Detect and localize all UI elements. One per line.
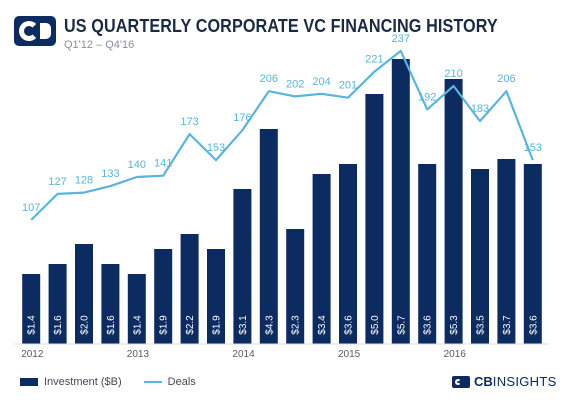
bar-value-label: $2.3 — [291, 315, 302, 335]
deals-value-label: 237 — [392, 33, 410, 45]
investment-bar — [207, 249, 225, 344]
brand-cb-text: CB — [474, 374, 493, 389]
cb-insights-brand: CB INSIGHTS — [452, 374, 557, 389]
investment-bar — [339, 164, 357, 344]
legend: Investment ($B) Deals — [20, 376, 196, 388]
deals-value-label: 107 — [22, 202, 40, 214]
investment-bar — [391, 59, 410, 344]
bar-value-label: $3.4 — [317, 315, 328, 335]
deals-value-label: 153 — [207, 142, 225, 154]
deals-value-label: 140 — [128, 159, 146, 171]
bar-value-label: $4.3 — [264, 315, 275, 335]
investment-bar — [259, 129, 278, 344]
investment-bar — [48, 264, 67, 344]
legend-investment-label: Investment ($B) — [44, 376, 122, 388]
bar-value-label: $3.5 — [476, 315, 487, 335]
bar-value-label: $3.6 — [528, 315, 539, 335]
investment-bar — [233, 189, 252, 344]
deals-value-label: 204 — [312, 76, 330, 88]
investment-bar — [471, 169, 489, 344]
bar-value-label: $1.4 — [27, 315, 38, 335]
year-label: 2012 — [21, 349, 44, 360]
deals-value-label: 153 — [524, 142, 542, 154]
deals-value-label: 141 — [154, 158, 172, 170]
investment-bar — [312, 174, 331, 344]
investment-bar — [180, 234, 199, 344]
deals-value-label: 201 — [339, 80, 357, 92]
deals-value-label: 128 — [75, 175, 93, 187]
investment-bar — [365, 94, 384, 344]
bar-value-label: $2.0 — [80, 315, 91, 335]
cb-insights-mark-icon — [452, 375, 470, 388]
investment-bar — [101, 264, 120, 344]
investment-bar — [154, 249, 173, 344]
bar-value-label: $5.7 — [396, 315, 407, 335]
year-label: 2016 — [444, 349, 467, 360]
legend-deals-label: Deals — [167, 376, 196, 388]
investment-bar — [444, 79, 463, 344]
bar-value-label: $1.9 — [159, 315, 170, 335]
bar-value-label: $3.1 — [238, 315, 249, 335]
bar-value-label: $1.4 — [132, 315, 143, 335]
investment-bar — [497, 159, 516, 344]
brand-insights-text: INSIGHTS — [492, 374, 557, 389]
investment-bar — [22, 274, 41, 344]
investment-bar — [75, 244, 93, 344]
legend-bar-swatch — [20, 378, 38, 386]
chart-title: US QUARTERLY CORPORATE VC FINANCING HIST… — [64, 16, 498, 36]
deals-value-label: 127 — [48, 176, 66, 188]
year-label: 2013 — [127, 349, 150, 360]
deals-value-label: 210 — [444, 68, 462, 80]
bar-value-label: $1.9 — [212, 315, 223, 335]
deals-value-label: 133 — [101, 168, 119, 180]
legend-line-swatch — [143, 381, 162, 383]
investment-bar — [523, 164, 542, 344]
bar-value-label: $3.6 — [423, 315, 434, 335]
chart-subtitle: Q1'12 – Q4'16 — [64, 39, 135, 51]
bar-value-label: $2.2 — [185, 315, 196, 335]
deals-value-label: 202 — [286, 78, 304, 90]
deals-value-label: 206 — [497, 73, 515, 85]
bar-value-label: $1.6 — [106, 315, 117, 335]
deals-value-label: 221 — [365, 54, 383, 66]
deals-value-label: 206 — [260, 73, 278, 85]
investment-bar — [127, 274, 146, 344]
deals-value-label: 192 — [418, 91, 436, 103]
bar-value-label: $3.6 — [344, 315, 355, 335]
bar-value-label: $5.3 — [449, 315, 460, 335]
year-label: 2015 — [338, 349, 361, 360]
deals-line — [30, 49, 534, 221]
bar-value-label: $5.0 — [370, 315, 381, 335]
bar-value-label: $1.6 — [53, 315, 64, 335]
cb-logo — [14, 16, 56, 46]
investment-bar — [286, 229, 305, 344]
bar-value-label: $3.7 — [502, 315, 513, 335]
year-label: 2014 — [232, 349, 255, 360]
deals-value-label: 176 — [233, 112, 251, 124]
investment-bar — [418, 164, 437, 344]
deals-value-label: 183 — [471, 103, 489, 115]
deals-value-label: 173 — [180, 116, 198, 128]
